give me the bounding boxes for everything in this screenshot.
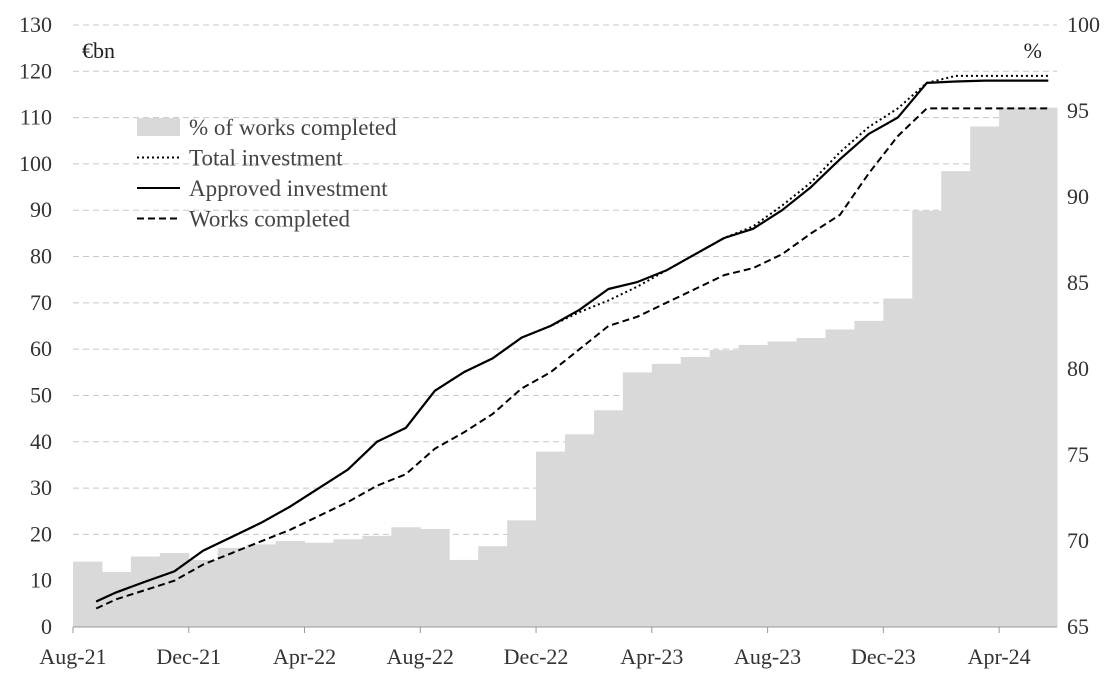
legend-label: Works completed xyxy=(189,207,351,232)
x-tick-label: Aug-21 xyxy=(39,644,106,669)
bar xyxy=(709,350,740,627)
bar xyxy=(651,363,682,627)
legend-label: Total investment xyxy=(189,146,343,171)
bar xyxy=(449,559,479,627)
bar xyxy=(73,561,103,627)
legend-label: Approved investment xyxy=(189,176,388,201)
bar xyxy=(970,126,1000,627)
bar xyxy=(478,546,508,627)
left-tick-label: 10 xyxy=(30,568,52,593)
right-tick-label: 85 xyxy=(1067,270,1089,295)
bar xyxy=(622,372,653,627)
bar xyxy=(275,541,306,627)
bar xyxy=(883,298,913,627)
right-tick-label: 95 xyxy=(1067,98,1089,123)
x-tick-label: Apr-22 xyxy=(273,644,336,669)
line-works-completed xyxy=(95,107,1049,610)
right-unit-label: % xyxy=(1024,38,1042,63)
left-tick-label: 60 xyxy=(30,336,52,361)
right-tick-label: 90 xyxy=(1067,184,1089,209)
bar xyxy=(680,356,711,627)
left-tick-label: 120 xyxy=(19,58,52,83)
right-tick-label: 75 xyxy=(1067,442,1089,467)
legend-item: % of works completed xyxy=(137,115,397,140)
left-tick-label: 110 xyxy=(20,105,52,130)
bar xyxy=(738,344,769,627)
bar xyxy=(593,410,624,627)
bar xyxy=(767,341,798,627)
legend: % of works completed Total investment Appr… xyxy=(137,115,397,232)
grid-lines xyxy=(73,24,1057,582)
left-tick-label: 80 xyxy=(30,244,52,269)
legend-label: % of works completed xyxy=(189,115,397,140)
legend-item: Approved investment xyxy=(137,176,388,201)
x-tick-label: Apr-23 xyxy=(620,644,683,669)
bar xyxy=(391,527,421,627)
bar xyxy=(217,547,248,627)
legend-item: Works completed xyxy=(137,207,351,232)
x-axis-ticks: Aug-21 Dec-21 Apr-22 Aug-22 Dec-22 Apr-23 Aug-… xyxy=(39,627,1031,669)
bar xyxy=(565,434,595,627)
left-tick-label: 130 xyxy=(19,12,52,37)
bar xyxy=(999,107,1029,627)
right-tick-label: 100 xyxy=(1067,12,1100,37)
bar xyxy=(1028,107,1058,627)
x-tick-label: Aug-22 xyxy=(387,644,454,669)
bar xyxy=(362,535,392,627)
x-tick-label: Dec-21 xyxy=(156,644,221,669)
x-tick-label: Apr-24 xyxy=(968,644,1031,669)
bar xyxy=(854,320,884,627)
left-tick-label: 90 xyxy=(30,197,52,222)
x-tick-label: Dec-23 xyxy=(851,644,916,669)
left-tick-label: 70 xyxy=(30,290,52,315)
left-tick-label: 0 xyxy=(41,614,52,639)
bar xyxy=(304,542,334,627)
legend-item: Total investment xyxy=(137,146,343,171)
legend-swatch-bar xyxy=(137,118,180,136)
bar xyxy=(536,451,566,627)
bar xyxy=(912,210,942,627)
bar xyxy=(941,171,971,627)
left-tick-label: 30 xyxy=(30,475,52,500)
bar xyxy=(333,539,363,627)
right-tick-label: 80 xyxy=(1067,356,1089,381)
bar xyxy=(507,520,537,627)
right-tick-label: 70 xyxy=(1067,528,1089,553)
bar xyxy=(825,329,855,627)
bar xyxy=(130,556,161,627)
left-axis-ticks: 0 10 20 30 40 50 60 70 80 90 100 110 120 130 xyxy=(19,12,52,639)
x-tick-label: Aug-23 xyxy=(734,644,801,669)
bar xyxy=(188,559,219,627)
bar-series-works-completed-pct xyxy=(73,107,1058,627)
left-tick-label: 40 xyxy=(30,429,52,454)
bar xyxy=(420,528,450,627)
line-series xyxy=(95,74,1049,610)
left-unit-label: €bn xyxy=(82,38,115,63)
left-tick-label: 50 xyxy=(30,382,52,407)
right-axis-ticks: 65 70 75 80 85 90 95 100 xyxy=(1067,12,1100,639)
line-approved-investment xyxy=(95,79,1049,603)
left-tick-label: 100 xyxy=(19,151,52,176)
bar xyxy=(246,544,277,627)
x-tick-label: Dec-22 xyxy=(504,644,569,669)
bar xyxy=(796,338,826,627)
left-tick-label: 20 xyxy=(30,521,52,546)
right-tick-label: 65 xyxy=(1067,614,1089,639)
